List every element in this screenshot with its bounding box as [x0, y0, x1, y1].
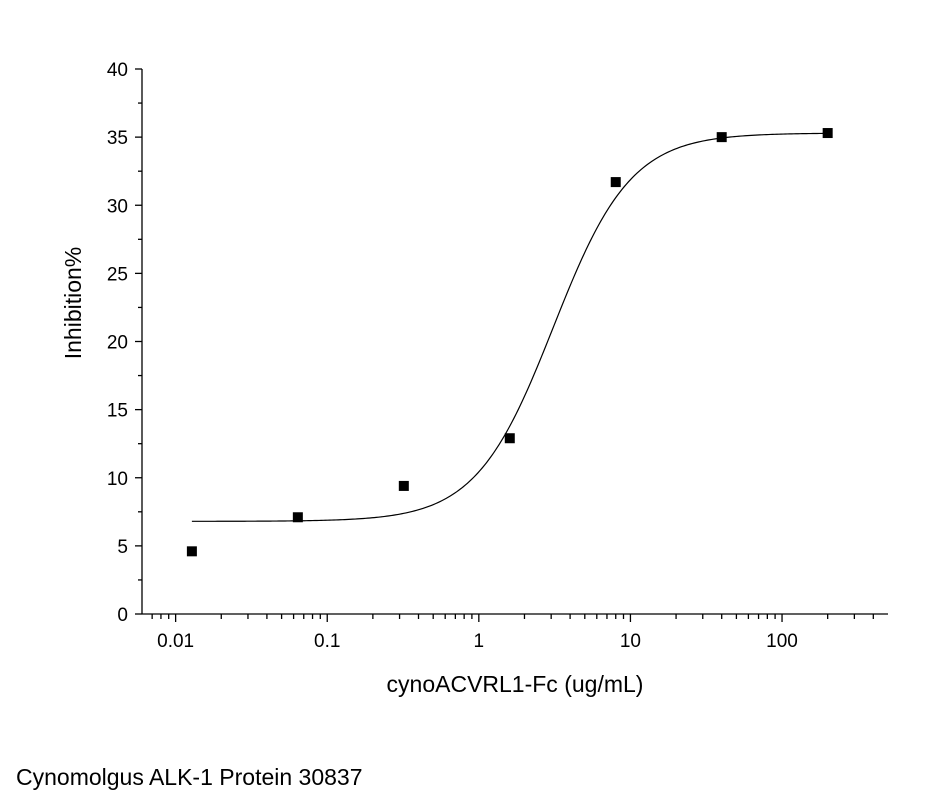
tick-labels: 0 5 10 15 20 25 30 35 40 0.01 0.1 1 10 100: [107, 60, 798, 652]
y-tick-label: 10: [107, 469, 128, 490]
x-tick-label: 100: [766, 631, 798, 652]
data-point: [822, 128, 833, 139]
x-tick-label: 10: [620, 631, 641, 652]
fit-curve-layer: [191, 132, 828, 522]
y-tick-label: 30: [107, 196, 128, 217]
data-point: [292, 512, 303, 523]
fit-curve: [191, 132, 828, 522]
y-tick-label: 5: [117, 537, 128, 558]
x-tick-label: 0.01: [157, 631, 194, 652]
x-tick-label: 1: [474, 631, 485, 652]
data-points-layer: [186, 128, 833, 557]
y-tick-label: 25: [107, 264, 128, 285]
x-tick-label: 0.1: [314, 631, 340, 652]
y-tick-label: 35: [107, 128, 128, 149]
data-point: [504, 433, 515, 444]
y-tick-label: 0: [117, 605, 128, 626]
data-point: [610, 177, 621, 188]
y-tick-label: 40: [107, 60, 128, 81]
x-axis-title: cynoACVRL1-Fc (ug/mL): [387, 671, 644, 697]
y-tick-label: 20: [107, 333, 128, 354]
data-point: [716, 132, 727, 143]
data-point: [186, 546, 197, 557]
y-tick-label: 15: [107, 401, 128, 422]
axes: [135, 68, 888, 622]
figure-caption: Cynomolgus ALK-1 Protein 30837: [16, 764, 363, 790]
data-point: [398, 480, 409, 491]
y-axis-title: Inhibition%: [60, 247, 86, 360]
